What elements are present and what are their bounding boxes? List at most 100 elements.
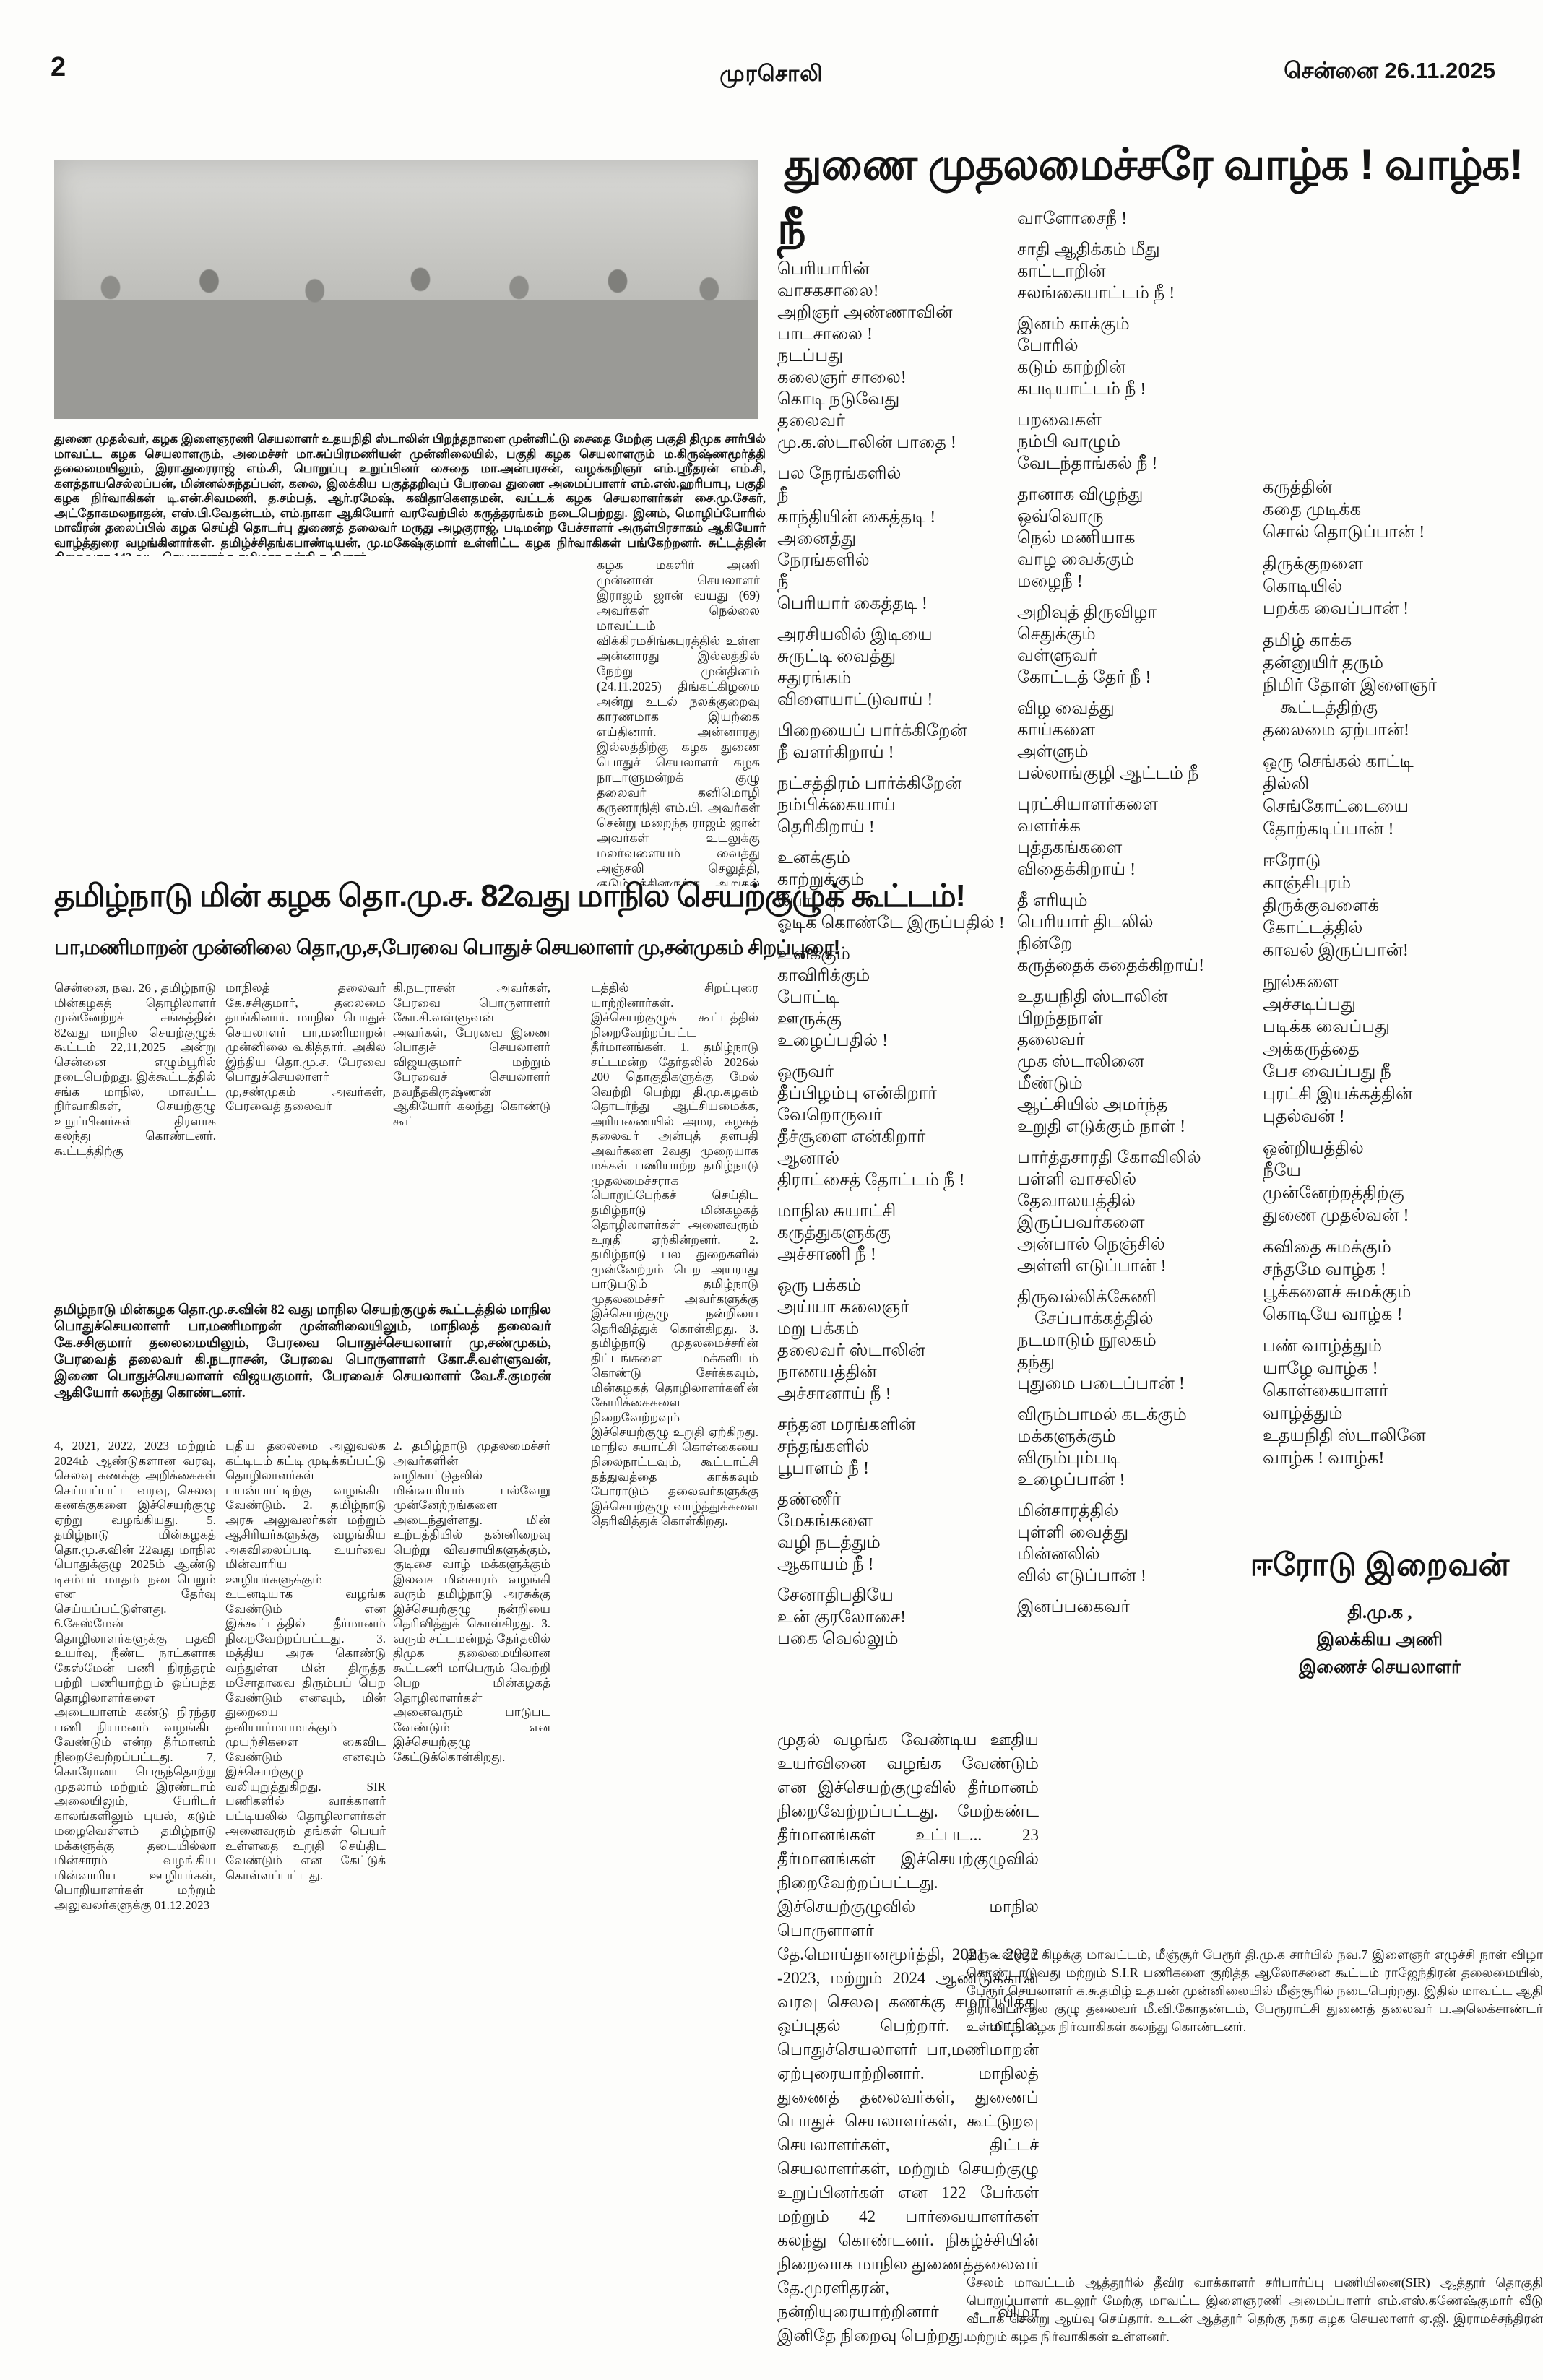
- poem-line: படிக்க வைப்பது: [1263, 1018, 1390, 1037]
- poem-column-3: கருத்தின் கதை முடிக்க சொல் தொடுப்பான் ! திர…: [1263, 477, 1539, 1479]
- article-col-b-top: மாநிலத் தலைவர் கே.சசிகுமார், தலைமை தாங்க…: [225, 981, 386, 1113]
- poem-line: நம்பிக்கையாய்: [777, 796, 896, 815]
- brief-note-tiruvallur: திருவள்ளூர் கிழக்கு மாவட்டம், மீஞ்சூர் ப…: [967, 1947, 1543, 2034]
- poem-line: தண்ணீர்: [777, 1490, 842, 1509]
- poem-line: பேச வைப்பது நீ: [1263, 1063, 1391, 1081]
- poem-stanza: உதயநிதி ஸ்டாலின் பிறந்தநாள் தலைவர் முக ஸ்டா…: [1017, 986, 1257, 1138]
- poem-line: அள்ளி எடுப்பான் !: [1017, 1257, 1167, 1276]
- poem-line: கருத்தைக் கதைக்கிறாய்!: [1017, 956, 1205, 975]
- edition-dateline: சென்னை 26.11.2025: [1284, 58, 1495, 83]
- poem-line: கொள்கையாளர்: [1263, 1382, 1388, 1401]
- poem-line: சேப்பாக்கத்தில்: [1017, 1310, 1154, 1328]
- poem-line: தந்து: [1017, 1353, 1055, 1372]
- poem-line: நிமிர் தோள் இளைஞர்: [1263, 676, 1437, 695]
- poem-line: வில் எடுப்பான் !: [1017, 1567, 1146, 1585]
- poem-line: சதுரங்கம்: [777, 669, 852, 688]
- poem-line: பகை வெல்லும்: [777, 1630, 899, 1648]
- poem-line: தோற்கடிப்பான் !: [1263, 820, 1394, 839]
- poem-line: காஞ்சிபுரம்: [1263, 874, 1352, 893]
- poem-stanza: வாளோசைநீ !: [1017, 208, 1257, 230]
- poem-stanza: திருக்குறளை கொடியில் பறக்க வைப்பான் !: [1263, 553, 1539, 620]
- poem-line: கபடியாட்டம் நீ !: [1017, 380, 1146, 399]
- poem-stanza: பண் வாழ்த்தும் யாழே வாழ்க ! கொள்கையாளர் வாழ…: [1263, 1336, 1539, 1470]
- poem-line: விளையாட்டுவாய் !: [777, 691, 933, 709]
- poem-line: அக்கருத்தை: [1263, 1040, 1360, 1059]
- poem-line: பெரியார் கைத்தடி !: [777, 594, 928, 613]
- poem-line: வாளோசைநீ !: [1017, 209, 1128, 228]
- poem-stanza: உனக்கும் காவிரிக்கும் போட்டி ஊருக்கு உழைப்பத…: [777, 943, 1010, 1052]
- poem-line: மறு பக்கம்: [777, 1320, 860, 1338]
- poem-line: ஒவ்வொரு: [1017, 507, 1104, 526]
- poem-line: நீ: [777, 573, 789, 592]
- poem-stanza: சந்தன மரங்களின் சந்தங்களில் பூபாளம் நீ !: [777, 1414, 1010, 1479]
- article-col-a-top: சென்னை, நவ. 26 , தமிழ்நாடு மின்கழகத் தொழ…: [54, 981, 216, 1158]
- poem-column-2: வாளோசைநீ ! சாதி ஆதிக்கம் மீது காட்டாறின் சல…: [1017, 208, 1257, 1627]
- poem-line: போட்டி: [777, 988, 839, 1007]
- poem-line: சுருட்டி வைத்து: [777, 647, 896, 666]
- poem-stanza: தமிழ் காக்க தன்னுயிர் தரும் நிமிர் தோள் இள…: [1263, 630, 1539, 742]
- poem-line: நேரங்களில்: [777, 551, 870, 570]
- poem-line: தலைமை ஏற்பான்!: [1263, 721, 1409, 740]
- poem-line: கதை முடிக்க: [1263, 501, 1362, 519]
- poem-line: கூட்டத்திற்கு: [1263, 698, 1378, 717]
- poem-line: பண் வாழ்த்தும்: [1263, 1337, 1382, 1356]
- poem-line: மின்சாரத்தில்: [1017, 1502, 1119, 1520]
- poem-line: அனைத்து: [777, 529, 857, 548]
- poem-line: கொடியில்: [1263, 577, 1343, 596]
- poem-line: பூபாளம் நீ !: [777, 1459, 870, 1478]
- feature-headline: துணை முதலமைச்சரே வாழ்க ! வாழ்க!: [784, 140, 1523, 189]
- poem-line: அச்சானாய் நீ !: [777, 1385, 891, 1403]
- poem-line: அய்யா கலைஞர்: [777, 1298, 909, 1317]
- poem-line: நடப்பது: [777, 347, 844, 365]
- poem-stanza: அரசியலில் இடியை சுருட்டி வைத்து சதுரங்கம் வ…: [777, 624, 1010, 711]
- poem-line: நீ வளர்கிறாய் !: [777, 743, 894, 762]
- poem-line: உறுதி எடுக்கும் நாள் !: [1017, 1117, 1186, 1136]
- poem-line: பறவைகள்: [1017, 411, 1102, 430]
- poem-line: கொடி நடுவேது: [777, 390, 900, 409]
- poem-line: நட்சத்திரம் பார்க்கிறேன்: [777, 774, 962, 793]
- poem-line: பெரியார் திடலில்: [1017, 913, 1154, 932]
- poem-line: உனக்கும்: [777, 849, 850, 867]
- poem-line: உதயநிதி ஸ்டாலினே: [1263, 1427, 1426, 1445]
- article-col-b-bottom: புதிய தலைமை அலுவலக கட்டிடம் கட்டி முடிக்…: [225, 1439, 386, 1882]
- poem-line: விரும்பாமல் கடக்கும்: [1017, 1406, 1187, 1424]
- poem-line: நூல்களை: [1263, 973, 1339, 992]
- poem-line: வேறொருவர்: [777, 1106, 883, 1125]
- poem-line: ஒன்றியத்தில்: [1263, 1139, 1364, 1158]
- poem-line: சந்தங்களில்: [777, 1437, 870, 1456]
- poem-line: இனம் காக்கும்: [1017, 315, 1130, 334]
- poem-line: கலைஞர் சாலை!: [777, 368, 907, 387]
- photo-crowd-silhouettes: [54, 259, 758, 419]
- poem-line: கொடியே வாழ்க !: [1263, 1305, 1403, 1324]
- poem-stanza: ஒரு பக்கம் அய்யா கலைஞர் மறு பக்கம் தலைவர் ஸ…: [777, 1275, 1010, 1405]
- article-continuation: முதல் வழங்க வேண்டிய ஊதிய உயர்வினை வழங்க …: [777, 1731, 1039, 2345]
- poem-line: பல்லாங்குழி ஆட்டம் நீ: [1017, 764, 1199, 783]
- poem-line: தேவாலயத்தில்: [1017, 1192, 1136, 1211]
- article-col-c-bottom: 2. தமிழ்நாடு முதலமைச்சர் அவர்களின் வழிகா…: [393, 1439, 550, 1764]
- poem-stanza: சேனாதிபதியே உன் குரலோசை! பகை வெல்லும்: [777, 1585, 1010, 1650]
- poem-line: நீ: [777, 486, 789, 505]
- poem-line: தில்லி: [1263, 775, 1310, 794]
- poem-line: பிறந்தநாள்: [1017, 1009, 1103, 1028]
- poem-line: தீப்பிழம்பு என்கிறார்: [777, 1084, 937, 1103]
- poem-line: திராட்சைத் தோட்டம் நீ !: [777, 1171, 965, 1190]
- poem-line: கோட்டத் தேர் நீ !: [1017, 668, 1151, 687]
- poem-line: புள்ளி வைத்து: [1017, 1523, 1129, 1542]
- author-name: ஈரோடு இறைவன்: [1250, 1547, 1510, 1583]
- poem-line: காவிரிக்கும்: [777, 966, 870, 985]
- poem-stanza: அறிவுத் திருவிழா செதுக்கும் வள்ளுவர் கோட்டத…: [1017, 602, 1257, 688]
- poem-line: தன்னுயிர் தரும்: [1263, 654, 1384, 672]
- poem-line: சந்தன மரங்களின்: [777, 1416, 916, 1435]
- poem-line: பெரியாரின்: [777, 260, 870, 279]
- poem-line: பல நேரங்களில்: [777, 464, 902, 483]
- poem-line: கடும் காற்றின்: [1017, 358, 1126, 377]
- poem-line: மேகங்களை: [777, 1512, 873, 1531]
- poem-line: பள்ளி வாசலில்: [1017, 1170, 1137, 1189]
- poem-line: ஊருக்கு: [777, 1010, 842, 1029]
- poem-line: தலைவர் ஸ்டாலின்: [777, 1341, 925, 1360]
- poem-line: விழ வைத்து: [1017, 699, 1115, 718]
- brief-note-salem: சேலம் மாவட்டம் ஆத்தூரில் தீவிர வாக்காளர்…: [967, 2275, 1543, 2344]
- poem-line: மின்னலில்: [1017, 1545, 1100, 1564]
- poem-line: ஒருவர்: [777, 1063, 834, 1081]
